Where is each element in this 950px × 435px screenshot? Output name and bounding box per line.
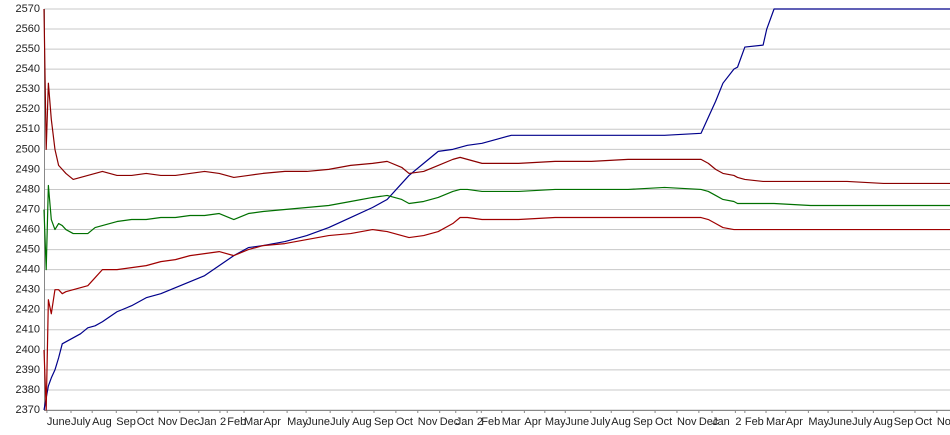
y-tick-label: 2500 <box>16 143 40 155</box>
y-tick-label: 2550 <box>16 43 40 55</box>
y-tick-label: 2510 <box>16 123 40 135</box>
x-tick-label: Feb <box>745 416 764 428</box>
x-tick-label: Sep <box>894 416 914 428</box>
y-tick-label: 2430 <box>16 284 40 296</box>
x-tick-label: Mar <box>502 416 521 428</box>
x-tick-label: Nov <box>158 416 178 428</box>
y-tick-label: 2480 <box>16 183 40 195</box>
x-tick-label: Aug <box>92 416 112 428</box>
x-tick-label: 2 <box>220 416 226 428</box>
x-tick-label: Sep <box>633 416 653 428</box>
y-tick-label: 2490 <box>16 163 40 175</box>
x-tick-label: Dec <box>440 416 460 428</box>
x-tick-label: Dec <box>180 416 200 428</box>
y-tick-label: 2440 <box>16 264 40 276</box>
y-tick-label: 2390 <box>16 364 40 376</box>
x-tick-label: Aug <box>352 416 372 428</box>
y-tick-label: 2450 <box>16 244 40 256</box>
x-tick-label: Oct <box>396 416 413 428</box>
x-tick-label: Jan <box>712 416 730 428</box>
y-tick-label: 2370 <box>16 404 40 416</box>
x-tick-label: 2 <box>477 416 483 428</box>
x-tick-label: June <box>306 416 330 428</box>
line-series <box>43 216 950 411</box>
x-tick-label: Feb <box>227 416 246 428</box>
x-tick-label: Dec <box>699 416 719 428</box>
y-tick-label: 2460 <box>16 223 40 235</box>
x-tick-label: Jan <box>456 416 474 428</box>
x-tick-label: Feb <box>481 416 500 428</box>
x-tick-label: 2 <box>735 416 741 428</box>
x-tick-label: May <box>545 416 566 428</box>
y-tick-label: 2420 <box>16 304 40 316</box>
y-tick-label: 2540 <box>16 63 40 75</box>
x-tick-label: Mar <box>244 416 263 428</box>
x-tick-label: Oct <box>137 416 154 428</box>
x-tick-label: July <box>71 416 91 428</box>
x-tick-label: Apr <box>264 416 281 428</box>
y-tick-label: 2400 <box>16 344 40 356</box>
x-tick-label: June <box>565 416 589 428</box>
x-tick-label: Sep <box>374 416 394 428</box>
x-tick-label: Apr <box>524 416 541 428</box>
y-tick-label: 2560 <box>16 23 40 35</box>
x-tick-label: June <box>47 416 71 428</box>
x-tick-label: Apr <box>786 416 803 428</box>
y-tick-label: 2470 <box>16 203 40 215</box>
y-tick-label: 2520 <box>16 103 40 115</box>
x-tick-label: Nov <box>677 416 697 428</box>
x-tick-label: Jan <box>199 416 217 428</box>
x-tick-label: Mar <box>766 416 785 428</box>
x-tick-label: Aug <box>873 416 893 428</box>
x-tick-label: Sep <box>116 416 136 428</box>
x-tick-label: Oct <box>655 416 672 428</box>
line-series <box>43 8 950 411</box>
x-tick-label: July <box>591 416 611 428</box>
x-tick-label: Nov <box>418 416 438 428</box>
line-series <box>43 8 950 185</box>
x-tick-label: May <box>287 416 308 428</box>
y-tick-label: 2570 <box>16 3 40 15</box>
x-tick-label: May <box>808 416 829 428</box>
y-tick-label: 2410 <box>16 324 40 336</box>
line-series <box>43 184 950 271</box>
y-tick-label: 2530 <box>16 83 40 95</box>
x-tick-label: June <box>828 416 852 428</box>
y-tick-label: 2380 <box>16 384 40 396</box>
x-tick-label: No <box>937 416 950 428</box>
x-tick-label: July <box>852 416 872 428</box>
x-tick-label: July <box>330 416 350 428</box>
x-tick-label: Oct <box>915 416 932 428</box>
x-tick-label: Aug <box>611 416 631 428</box>
